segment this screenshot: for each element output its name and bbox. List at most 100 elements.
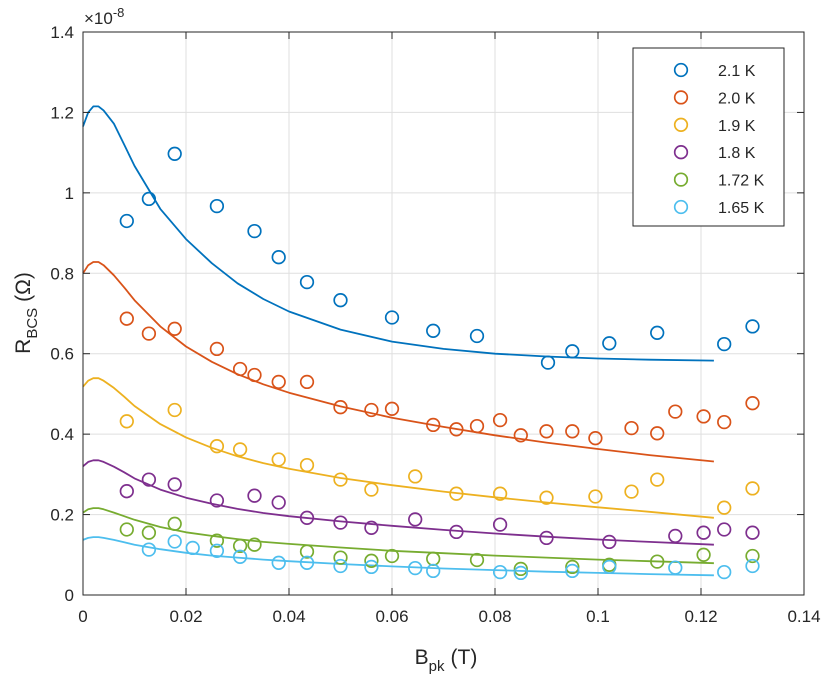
y-tick-label: 1	[65, 184, 74, 203]
data-point	[745, 481, 760, 496]
data-point	[141, 326, 157, 341]
legend-entry: 1.9 K	[718, 118, 756, 135]
data-point	[668, 560, 683, 575]
data-markers	[119, 146, 760, 581]
data-point	[247, 488, 262, 503]
data-point	[588, 431, 603, 446]
data-point	[141, 472, 157, 487]
data-point	[469, 418, 485, 434]
legend-box	[632, 47, 785, 227]
data-point	[185, 540, 200, 556]
data-point	[650, 554, 665, 569]
data-point	[333, 472, 348, 487]
data-point	[624, 420, 639, 436]
data-point	[119, 484, 134, 499]
data-point	[167, 146, 182, 161]
data-point	[745, 396, 760, 411]
data-point	[119, 414, 134, 429]
y-tick-label: 0.2	[50, 506, 74, 525]
data-point	[232, 442, 248, 457]
data-point	[209, 439, 225, 454]
data-point	[247, 537, 262, 552]
x-tick-label: 0.1	[586, 607, 610, 626]
x-tick-label: 0.08	[478, 607, 511, 626]
data-point	[167, 477, 182, 492]
data-point	[247, 223, 262, 239]
x-tick-label: 0	[78, 607, 87, 626]
data-point	[299, 555, 315, 570]
data-point	[426, 563, 441, 579]
data-point	[565, 344, 580, 359]
data-point	[492, 564, 508, 580]
data-point	[209, 341, 225, 357]
data-point	[271, 495, 286, 510]
data-point	[539, 490, 554, 505]
data-point	[408, 469, 423, 484]
data-point	[364, 553, 379, 568]
data-point	[565, 563, 580, 579]
data-point	[384, 548, 400, 564]
data-point	[364, 559, 379, 575]
data-point	[333, 400, 348, 415]
y-axis-label: RBCS (Ω)	[12, 272, 41, 354]
data-point	[696, 409, 711, 424]
data-point	[408, 512, 423, 527]
data-point	[119, 522, 134, 537]
fit-line	[82, 105, 714, 362]
data-point	[492, 517, 508, 532]
data-point	[247, 367, 262, 383]
data-point	[717, 500, 732, 515]
data-point	[513, 561, 528, 577]
data-point	[209, 543, 225, 558]
data-point	[469, 328, 485, 344]
data-point	[668, 528, 683, 544]
data-point	[141, 525, 157, 540]
data-point	[271, 250, 286, 265]
data-point	[141, 542, 157, 557]
data-point	[449, 524, 464, 540]
legend-marker	[673, 62, 689, 78]
data-point	[588, 489, 603, 504]
data-point	[513, 428, 528, 443]
data-point	[668, 404, 683, 419]
data-point	[717, 336, 732, 352]
legend-marker	[673, 199, 689, 215]
y-tick-label: 0.6	[50, 345, 74, 364]
x-axis-label: Bpk (T)	[415, 646, 478, 675]
data-point	[717, 564, 732, 580]
fit-line	[82, 377, 714, 519]
data-point	[426, 323, 441, 338]
data-point	[602, 336, 617, 351]
data-point	[271, 555, 286, 570]
legend-entry: 1.65 K	[718, 200, 765, 217]
y-tick-label: 1.2	[50, 103, 74, 122]
axes-box	[82, 31, 805, 596]
legend-marker	[673, 145, 689, 160]
fit-line	[82, 459, 714, 546]
data-point	[167, 516, 182, 531]
data-point	[449, 422, 464, 437]
fit-line	[82, 536, 714, 577]
x-tick-label: 0.04	[272, 607, 305, 626]
data-point	[232, 549, 248, 564]
y-axis-label-main: R	[12, 339, 35, 354]
y-tick-label: 1.4	[50, 23, 74, 42]
data-point	[539, 530, 554, 546]
data-point	[492, 412, 508, 428]
y-axis-label-sub: BCS	[24, 308, 41, 339]
x-tick-label: 0.06	[375, 607, 408, 626]
data-point	[565, 424, 580, 439]
data-point	[167, 321, 182, 336]
legend-marker	[673, 90, 689, 105]
fit-lines	[82, 105, 714, 577]
data-point	[696, 525, 711, 540]
x-tick-label: 0.02	[169, 607, 202, 626]
data-point	[364, 520, 379, 535]
fit-line	[82, 261, 714, 463]
y-exponent-label: ×10-8	[84, 5, 124, 28]
data-point	[384, 310, 400, 325]
data-point	[333, 550, 348, 565]
data-point	[384, 401, 400, 416]
data-point	[209, 198, 225, 214]
